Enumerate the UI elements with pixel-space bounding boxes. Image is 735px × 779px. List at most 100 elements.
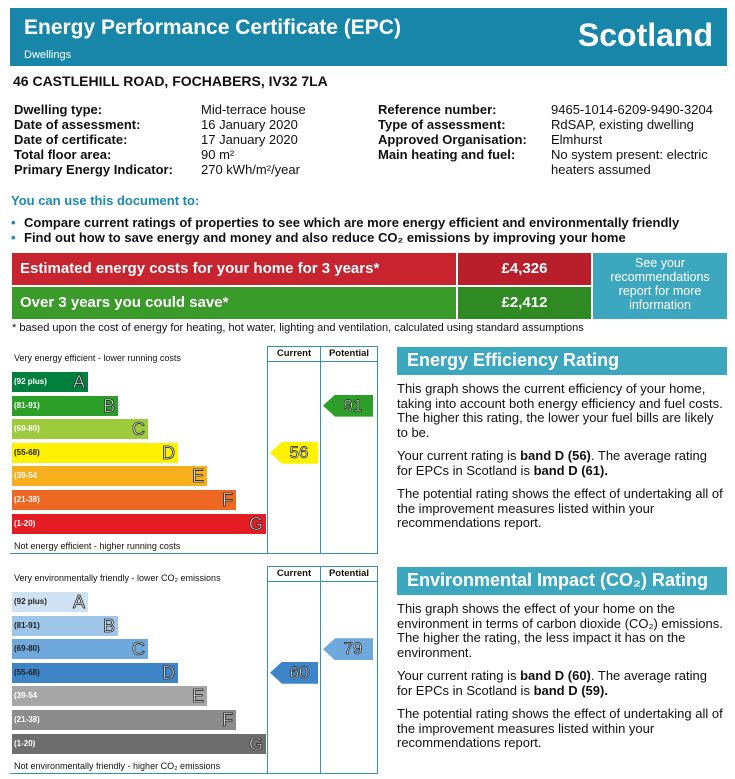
text: . The average rating for EPCs in Scotlan… bbox=[397, 668, 708, 698]
header-title: Energy Performance Certificate (EPC) bbox=[24, 16, 401, 39]
band-bar: (39-54 E bbox=[12, 686, 207, 707]
band-bar: (21-38) F bbox=[12, 490, 236, 510]
cost-value: £4,326 bbox=[458, 253, 591, 285]
text: The potential rating shows the effect of… bbox=[397, 706, 723, 750]
band-range: (39-54 bbox=[14, 471, 38, 481]
detail-label: Type of assessment: bbox=[378, 117, 506, 132]
band-range: (69-80) bbox=[14, 644, 40, 654]
band-range: (21-38) bbox=[14, 495, 40, 504]
bullet: • bbox=[11, 215, 16, 230]
band-letter: B bbox=[102, 395, 116, 416]
column-line bbox=[267, 346, 268, 554]
header-region: Scotland bbox=[577, 17, 713, 53]
band-bar: (39-54 E bbox=[12, 466, 207, 487]
text: The potential rating shows the effect of… bbox=[397, 486, 723, 530]
band-bar: (55-68) D bbox=[12, 662, 178, 683]
detail-value: Elmhurst bbox=[551, 132, 603, 147]
column-header: Potential bbox=[328, 348, 370, 359]
bottom-label: Not energy efficient - higher running co… bbox=[14, 541, 181, 551]
band-bar: (81-91) B bbox=[12, 615, 118, 636]
band-letter: G bbox=[248, 513, 264, 534]
band-letter: C bbox=[132, 419, 146, 440]
detail-label: Date of certificate: bbox=[14, 132, 128, 147]
panel-paragraph: This graph shows the current efficiency … bbox=[397, 381, 725, 440]
column-header: Potential bbox=[328, 568, 370, 579]
bold-text: band D (60) bbox=[520, 668, 591, 683]
band-bar: (69-80) C bbox=[12, 419, 148, 440]
rating-frame bbox=[10, 346, 378, 554]
panel-paragraph: Your current rating is band D (60). The … bbox=[397, 668, 725, 698]
band-range: (92 plus) bbox=[14, 597, 47, 606]
band-range: (81-91) bbox=[14, 400, 40, 410]
detail-value: 17 January 2020 bbox=[201, 132, 298, 147]
band-bar: (92 plus) A bbox=[12, 372, 88, 392]
cost-label: Estimated energy costs for your home for… bbox=[12, 253, 456, 285]
column-header: Current bbox=[276, 348, 312, 359]
panel-title: Environmental Impact (CO₂) Rating bbox=[397, 567, 727, 595]
detail-label: Primary Energy Indicator: bbox=[14, 162, 173, 177]
band-bar: (55-68) D bbox=[12, 442, 178, 463]
panel-paragraph: This graph shows the effect of your home… bbox=[397, 601, 725, 660]
column-line bbox=[320, 346, 321, 554]
usage-heading: You can use this document to: bbox=[11, 193, 200, 208]
detail-value: RdSAP, existing dwelling bbox=[551, 117, 694, 132]
band-bar: (92 plus) A bbox=[12, 592, 88, 612]
detail-label: Approved Organisation: bbox=[378, 132, 527, 147]
detail-value: No system present: electric heaters assu… bbox=[551, 147, 708, 177]
band-bar: (81-91) B bbox=[12, 395, 118, 416]
rating-frame bbox=[10, 566, 378, 774]
usage-item: Find out how to save energy and money an… bbox=[24, 230, 626, 245]
usage-item: Compare current ratings of properties to… bbox=[24, 215, 680, 230]
detail-value: 9465-1014-6209-9490-3204 bbox=[551, 102, 713, 117]
panel-paragraph: The potential rating shows the effect of… bbox=[397, 486, 725, 531]
panel-paragraph: Your current rating is band D (56). The … bbox=[397, 448, 725, 478]
band-range: (39-54 bbox=[14, 691, 38, 701]
bold-text: band D (56) bbox=[520, 448, 591, 463]
column-header-line bbox=[267, 361, 378, 362]
band-range: (92 plus) bbox=[14, 377, 47, 386]
detail-value: 16 January 2020 bbox=[201, 117, 298, 132]
top-label: Very energy efficient - lower running co… bbox=[14, 353, 181, 363]
band-bar: (21-38) F bbox=[12, 710, 236, 730]
column-line bbox=[267, 566, 268, 774]
cost-label: Over 3 years you could save* bbox=[12, 287, 456, 319]
band-letter: C bbox=[132, 639, 146, 660]
detail-value: 270 kWh/m²/year bbox=[201, 162, 300, 177]
band-letter: B bbox=[102, 615, 116, 636]
recommendations-link[interactable]: See your recommendations report for more… bbox=[593, 253, 727, 319]
detail-label: Reference number: bbox=[378, 102, 497, 117]
text: This graph shows the effect of your home… bbox=[397, 601, 723, 660]
band-bar: (1-20) G bbox=[12, 513, 266, 534]
column-line bbox=[377, 566, 378, 774]
band-letter: D bbox=[162, 442, 176, 463]
detail-label: Main heating and fuel: bbox=[378, 147, 516, 162]
band-range: (1-20) bbox=[14, 518, 36, 528]
detail-value: Mid-terrace house bbox=[201, 102, 306, 117]
bottom-label: Not environmentally friendly - higher CO… bbox=[14, 761, 221, 771]
band-letter: E bbox=[191, 686, 205, 707]
bold-text: band D (59). bbox=[533, 682, 608, 698]
rating-arrow: 60 bbox=[270, 661, 318, 684]
text: Your current rating is bbox=[397, 448, 521, 463]
rating-arrow: 56 bbox=[270, 441, 318, 464]
band-letter: A bbox=[72, 372, 86, 393]
column-line bbox=[320, 566, 321, 774]
top-label: Very environmentally friendly - lower CO… bbox=[14, 573, 221, 583]
band-range: (81-91) bbox=[14, 620, 40, 630]
bold-text: band D (61). bbox=[533, 462, 608, 478]
footnote: * based upon the cost of energy for heat… bbox=[12, 322, 584, 334]
header-bar bbox=[10, 8, 727, 66]
text: . The average rating for EPCs in Scotlan… bbox=[397, 448, 708, 478]
column-header: Current bbox=[276, 568, 312, 579]
detail-label: Date of assessment: bbox=[14, 117, 141, 132]
rating-arrow: 79 bbox=[323, 638, 373, 661]
band-letter: A bbox=[72, 592, 86, 613]
detail-value: 90 m² bbox=[201, 147, 235, 162]
header-subtitle: Dwellings bbox=[24, 49, 72, 61]
column-header-line bbox=[267, 581, 378, 582]
address: 46 CASTLEHILL ROAD, FOCHABERS, IV32 7LA bbox=[13, 73, 328, 89]
band-bar: (69-80) C bbox=[12, 639, 148, 660]
bullet: • bbox=[11, 230, 16, 245]
text: This graph shows the current efficiency … bbox=[397, 381, 723, 440]
band-range: (55-68) bbox=[14, 447, 40, 457]
